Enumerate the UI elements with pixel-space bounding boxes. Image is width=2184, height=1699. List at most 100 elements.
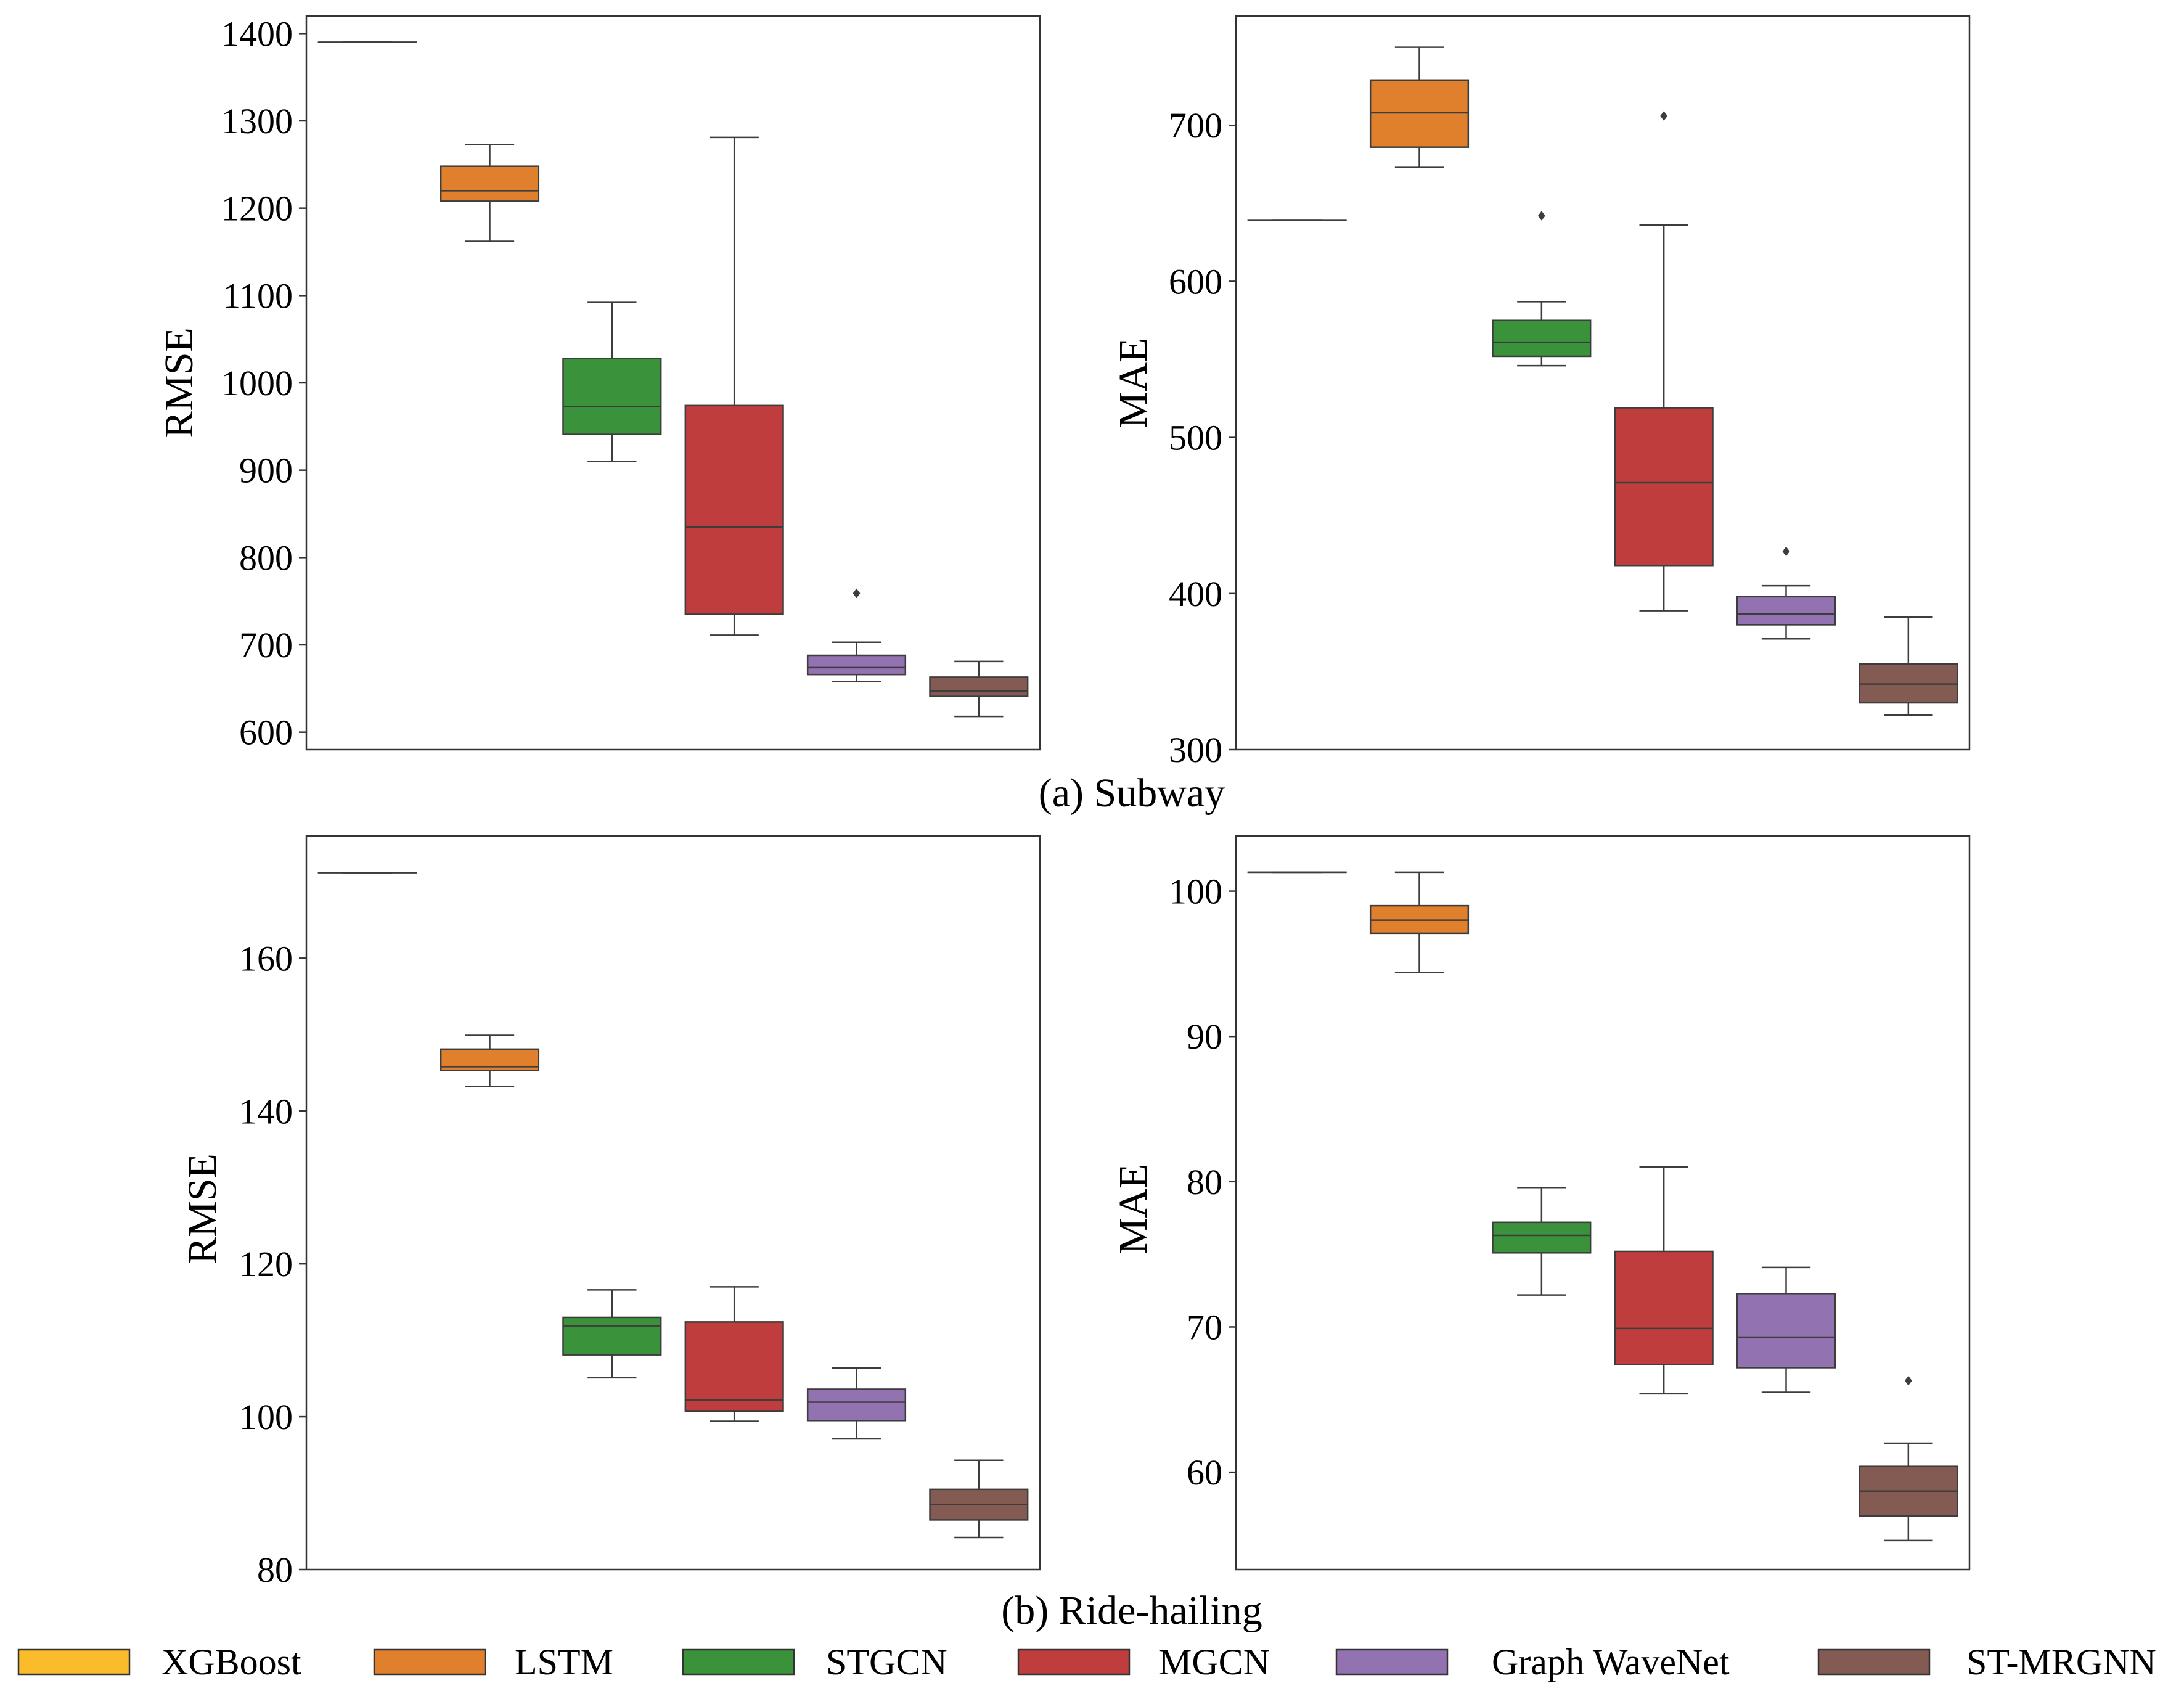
box-body [684,1321,784,1412]
y-tick-label: 300 [1169,730,1222,770]
y-tick-label: 1300 [221,101,293,141]
y-tick-label: 100 [239,1397,293,1437]
box-body [1492,1221,1592,1254]
box-graph-wavenet [1736,546,1836,640]
boxes [317,872,1029,1539]
y-tick-label: 70 [1187,1307,1222,1347]
box-stgcn [562,301,662,462]
y-tick-label: 80 [257,1550,293,1590]
outlier-point [1904,1375,1912,1386]
legend-label: STGCN [826,1642,947,1682]
y-axis-ticks: 300 400 500 600 700 [1169,105,1236,770]
y-tick-label: 600 [239,713,293,753]
box-st-mrgnn [929,1459,1029,1539]
boxes [1247,871,1958,1542]
plot-frame [305,15,1041,751]
panel-subway-rmse: 600 700 800 900 1000 1100 1200 1300 1400 RMSE [157,14,1041,753]
legend-swatch [682,1648,795,1676]
box-mgcn [1614,111,1714,612]
box-body [1614,1250,1714,1365]
box-mgcn [684,136,784,636]
legend-label: ST-MRGNN [1966,1642,2156,1682]
y-tick-label: 900 [239,451,293,491]
outlier-point [1782,546,1790,557]
box-mgcn [1614,1166,1714,1395]
legend-item-lstm: LSTM [373,1642,613,1682]
y-tick-label: 100 [1169,872,1222,912]
box-body [1492,319,1592,358]
legend-label: LSTM [515,1642,613,1682]
box-body [806,654,907,676]
legend-swatch [17,1648,131,1676]
box-lstm [440,144,540,242]
y-tick-label: 400 [1169,574,1222,614]
outlier-point [1537,211,1545,221]
y-tick-label: 700 [1169,105,1222,145]
legend-swatch [1017,1648,1131,1676]
box-body [1736,1293,1836,1369]
boxes [317,41,1029,718]
y-tick-label: 1200 [221,189,293,229]
legend-item-graph-wavenet: Graph WaveNet [1335,1642,1730,1682]
box-mgcn [684,1286,784,1422]
box-graph-wavenet [1736,1266,1836,1393]
plot-frame [305,835,1041,1571]
box-body [1369,79,1470,148]
box-body [806,1388,907,1422]
legend-label: MGCN [1159,1642,1270,1682]
y-tick-label: 500 [1169,418,1222,458]
box-body [929,676,1029,697]
legend-label: Graph WaveNet [1492,1642,1730,1682]
box-st-mrgnn [1859,1375,1958,1542]
y-tick-label: 160 [239,938,293,978]
box-graph-wavenet [806,588,907,682]
box-body [562,358,662,435]
panel-ride-hailing-rmse: 80 100 120 140 160 RMSE [180,835,1041,1590]
legend-item-mgcn: MGCN [1017,1642,1270,1682]
y-axis-ticks: 80 100 120 140 160 [239,938,306,1590]
legend-swatch [1817,1648,1931,1676]
plot-frame [1235,835,1971,1571]
box-stgcn [1492,1187,1592,1296]
legend-item-xgboost: XGBoost [17,1642,301,1682]
caption-ride-hailing: (b) Ride-hailing [1001,1588,1262,1633]
box-stgcn [1492,211,1592,367]
y-tick-label: 90 [1187,1017,1222,1057]
y-tick-label: 800 [239,538,293,578]
box-graph-wavenet [806,1367,907,1440]
y-axis-label: RMSE [157,327,202,438]
box-stgcn [562,1289,662,1379]
boxes [1247,46,1958,716]
y-tick-label: 120 [239,1244,293,1284]
legend: XGBoost LSTM STGCN MGCN Graph WaveNet ST-MRGN… [17,1642,2156,1682]
y-axis-label: MAE [1111,338,1156,428]
y-tick-label: 700 [239,625,293,665]
legend-item-stgcn: STGCN [682,1642,947,1682]
y-tick-label: 600 [1169,261,1222,301]
y-tick-label: 1000 [221,363,293,403]
box-body [1614,407,1714,567]
legend-swatch [1335,1648,1449,1676]
y-tick-label: 1400 [221,14,293,54]
plot-frame [1235,15,1971,751]
box-st-mrgnn [1859,616,1958,716]
box-lstm [440,1034,540,1087]
y-tick-label: 140 [239,1091,293,1131]
legend-label: XGBoost [162,1642,301,1682]
box-st-mrgnn [929,660,1029,718]
outlier-point [853,588,861,599]
y-axis-ticks: 600 700 800 900 1000 1100 1200 1300 1400 [221,14,306,753]
panel-subway-mae: 300 400 500 600 700 MAE [1111,15,1971,770]
y-axis-label: RMSE [180,1153,225,1264]
box-lstm [1369,46,1470,168]
box-body [1736,596,1836,626]
box-body [562,1316,662,1356]
box-lstm [1369,871,1470,973]
caption-subway: (a) Subway [1039,771,1225,816]
box-body [1859,663,1958,704]
y-tick-label: 60 [1187,1452,1222,1492]
legend-swatch [373,1648,486,1676]
box-body [440,165,540,202]
y-tick-label: 1100 [223,276,293,316]
